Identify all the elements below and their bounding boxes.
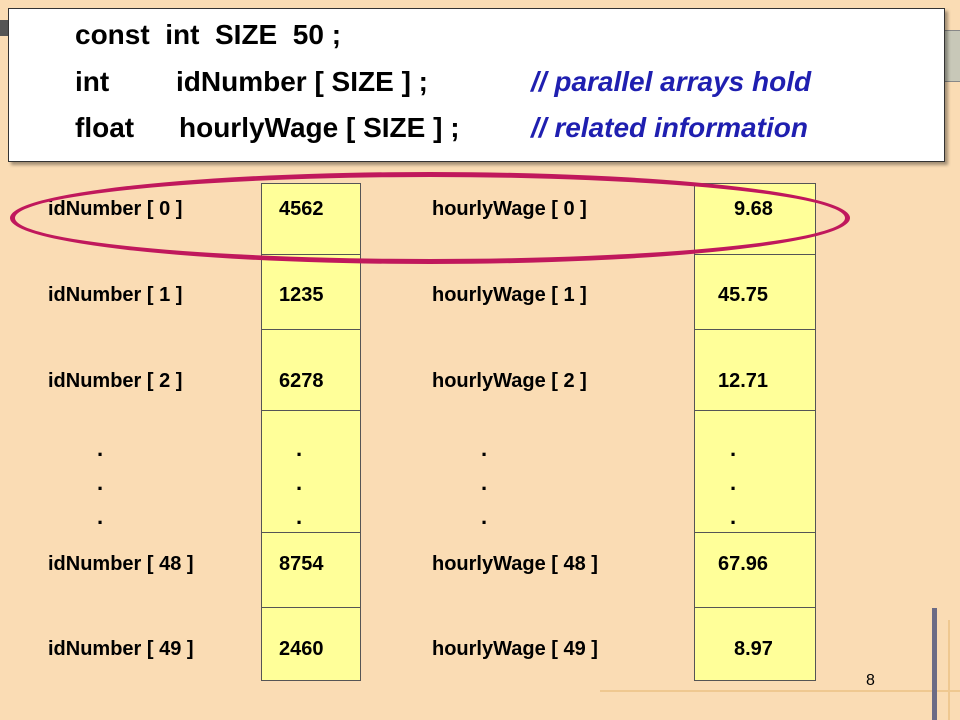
hourlywage-value: 12.71 [718, 370, 769, 392]
code-line-int-decl: idNumber [ SIZE ] ; [176, 66, 428, 97]
page-number: 8 [866, 672, 875, 689]
hourlywage-label: hourlyWage [ 2 ] [432, 370, 587, 392]
ellipsis-dot: . [97, 504, 104, 529]
code-comment-related: // related information [531, 112, 808, 143]
ellipsis-dot: . [97, 470, 104, 495]
hourlywage-value: 8.97 [734, 638, 773, 660]
ellipsis-dot: . [481, 436, 488, 461]
ellipsis-dot: . [296, 504, 303, 529]
idnumber-value: 8754 [279, 553, 324, 575]
decor-line-horizontal [600, 690, 960, 692]
ellipsis-dot: . [296, 470, 303, 495]
decor-line-vertical [932, 608, 937, 720]
hourlywage-label: hourlyWage [ 1 ] [432, 284, 587, 306]
idnumber-label: idNumber [ 49 ] [48, 638, 194, 660]
ellipsis-dot: . [97, 436, 104, 461]
idnumber-value: 1235 [279, 284, 324, 306]
hourlywage-value: 67.96 [718, 553, 769, 575]
hourlywage-label: hourlyWage [ 48 ] [432, 553, 598, 575]
hourlywage-label: hourlyWage [ 49 ] [432, 638, 598, 660]
hourlywage-cell-divider [694, 410, 816, 411]
idnumber-label: idNumber [ 48 ] [48, 553, 194, 575]
code-box: const int SIZE 50 ; int idNumber [ SIZE … [8, 8, 945, 162]
ellipsis-dot: . [481, 504, 488, 529]
code-line-float-decl: hourlyWage [ SIZE ] ; [179, 112, 460, 143]
idnumber-cell-divider [261, 607, 361, 608]
hourlywage-cell-divider [694, 254, 816, 255]
hourlywage-value: 45.75 [718, 284, 769, 306]
idnumber-value: 2460 [279, 638, 324, 660]
code-line-const: const int SIZE 50 ; [75, 19, 342, 50]
idnumber-cell-divider [261, 532, 361, 533]
idnumber-value: 6278 [279, 370, 324, 392]
hourlywage-cell-divider [694, 329, 816, 330]
idnumber-cell-divider [261, 329, 361, 330]
ellipsis-dot: . [730, 504, 737, 529]
ellipsis-dot: . [481, 470, 488, 495]
highlight-ellipse [10, 172, 850, 264]
hourlywage-cell-divider [694, 532, 816, 533]
code-line-float-keyword: float [75, 112, 135, 143]
hourlywage-cell-divider [694, 607, 816, 608]
hourlywage-array-column [694, 183, 816, 681]
ellipsis-dot: . [730, 436, 737, 461]
idnumber-label: idNumber [ 2 ] [48, 370, 183, 392]
idnumber-cell-divider [261, 410, 361, 411]
ellipsis-dot: . [296, 436, 303, 461]
code-comment-parallel: // parallel arrays hold [531, 66, 812, 97]
decor-line-vertical-thin [948, 620, 950, 720]
ellipsis-dot: . [730, 470, 737, 495]
code-line-int-keyword: int [75, 66, 110, 97]
idnumber-array-column [261, 183, 361, 681]
idnumber-label: idNumber [ 1 ] [48, 284, 183, 306]
